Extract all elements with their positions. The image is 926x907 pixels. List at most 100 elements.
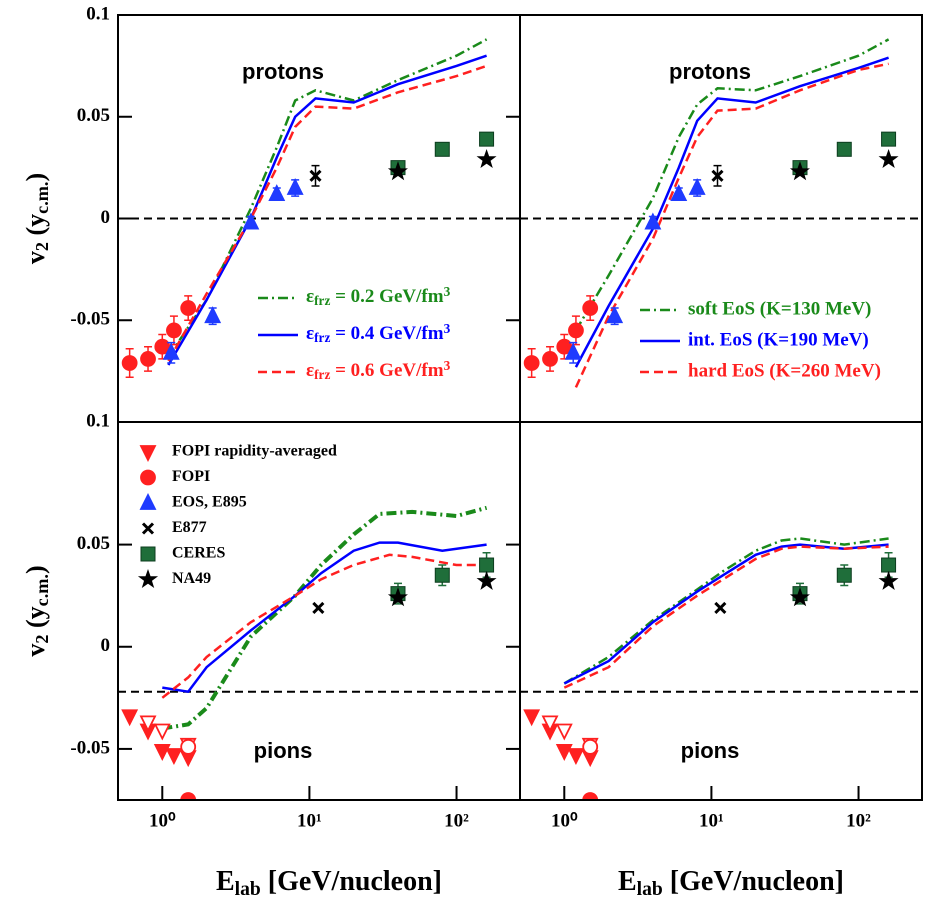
marker-triangle	[153, 723, 171, 741]
marker-triangle	[242, 212, 260, 230]
marker-square	[836, 567, 852, 583]
marker-triangle	[139, 492, 157, 510]
marker-star	[137, 568, 159, 589]
legend-label: int. EoS (K=190 MeV)	[688, 329, 869, 350]
y-tick-label: -0.05	[70, 309, 110, 330]
marker-triangle	[644, 212, 662, 230]
x-tick-label: 10¹	[297, 810, 322, 831]
text-part: )	[21, 173, 50, 182]
marker-square	[836, 141, 852, 157]
legend-label: EOS, E895	[172, 494, 247, 511]
plot-area	[523, 537, 899, 800]
marker-triangle	[555, 723, 573, 741]
y-tick-label: 0.1	[86, 3, 110, 24]
text-sub: 2	[32, 242, 52, 251]
x-tick-label: 10²	[846, 810, 871, 831]
panel: 0.05 0 -0.05 10⁰ 10¹ 10² pions	[70, 421, 521, 831]
text-part: = 0.2 GeV/fm	[330, 286, 443, 307]
y-axis-label: v2 (yc.m.)	[21, 565, 52, 656]
marker-triangle	[523, 709, 541, 727]
legend-label: εfrz = 0.4 GeV/fm3	[306, 321, 451, 345]
curve	[574, 62, 889, 388]
text-sub: frz	[314, 330, 330, 345]
text-part: [GeV/nucleon]	[663, 866, 844, 897]
curve	[162, 541, 487, 694]
x-tick-label: 10⁰	[149, 810, 176, 831]
text-sup: 3	[444, 321, 451, 336]
marker-circle	[542, 351, 558, 367]
curve	[563, 543, 889, 685]
text-part: )	[21, 565, 50, 574]
marker-star	[387, 161, 408, 181]
marker-circle	[582, 792, 599, 800]
marker-triangle	[567, 748, 585, 766]
text-sub: frz	[314, 367, 330, 382]
legend-label: hard EoS (K=260 MeV)	[688, 360, 881, 381]
marker-x	[141, 522, 155, 535]
marker-circle	[180, 738, 197, 755]
annotation: pions	[681, 738, 740, 763]
curve	[167, 64, 488, 362]
text-part: v	[21, 251, 50, 264]
y-tick-label: 0.1	[86, 410, 110, 431]
marker-square	[140, 546, 156, 562]
marker-triangle	[555, 744, 573, 761]
curve	[167, 54, 488, 366]
text-part: (y	[21, 214, 50, 242]
marker-star	[476, 148, 497, 169]
marker-circle	[582, 300, 599, 316]
plot-area	[121, 38, 497, 378]
text-part: E	[216, 866, 235, 897]
marker-circle	[140, 469, 156, 486]
y-tick-label: 0	[101, 207, 111, 228]
legend-label: εfrz = 0.2 GeV/fm3	[306, 284, 451, 308]
marker-x	[309, 169, 322, 182]
marker-triangle	[139, 715, 157, 733]
y-tick-label: -0.05	[70, 737, 110, 758]
x-axis-label: Elab [GeV/nucleon]	[216, 866, 442, 899]
marker-circle	[166, 322, 182, 339]
curve	[574, 38, 890, 332]
text-sub: c.m.	[32, 182, 52, 214]
panel-frame	[519, 421, 923, 801]
x-axis-label: Elab [GeV/nucleon]	[618, 866, 844, 899]
x-tick-label: 10¹	[699, 810, 724, 831]
text-sub: lab	[235, 879, 261, 900]
text-part: ε	[306, 286, 314, 307]
marker-triangle	[541, 715, 559, 733]
plot-area	[121, 505, 497, 800]
marker-x	[714, 601, 727, 614]
marker-circle	[568, 322, 584, 339]
legend-label: E877	[172, 519, 207, 536]
marker-triangle	[564, 342, 582, 360]
text-part: v	[21, 644, 50, 657]
marker-circle	[180, 792, 197, 800]
curve	[167, 38, 488, 358]
marker-triangle	[121, 709, 139, 727]
marker-circle	[180, 300, 197, 316]
marker-circle	[523, 355, 540, 371]
y-tick-label: 0	[101, 635, 111, 656]
marker-triangle	[204, 306, 222, 324]
text-part: (y	[21, 606, 50, 634]
annotation: protons	[242, 59, 324, 84]
text-part: E	[618, 866, 637, 897]
marker-square	[881, 131, 897, 147]
legend-label: εfrz = 0.6 GeV/fm3	[306, 358, 451, 382]
text-part: [GeV/nucleon]	[261, 866, 442, 897]
curve	[563, 545, 889, 689]
panel: 0.1 0.05 0 -0.05 0.1 protons	[70, 3, 521, 431]
marker-triangle	[688, 177, 706, 195]
y-tick-label: 0.05	[77, 533, 110, 554]
marker-square	[479, 131, 495, 147]
marker-star	[878, 148, 899, 169]
curve	[574, 56, 890, 368]
marker-circle	[140, 351, 156, 367]
text-sup: 3	[444, 358, 451, 373]
text-part: ε	[306, 323, 314, 344]
marker-square	[881, 557, 897, 573]
text-sub: lab	[637, 879, 663, 900]
text-part: = 0.4 GeV/fm	[330, 323, 443, 344]
marker-x	[312, 601, 325, 614]
